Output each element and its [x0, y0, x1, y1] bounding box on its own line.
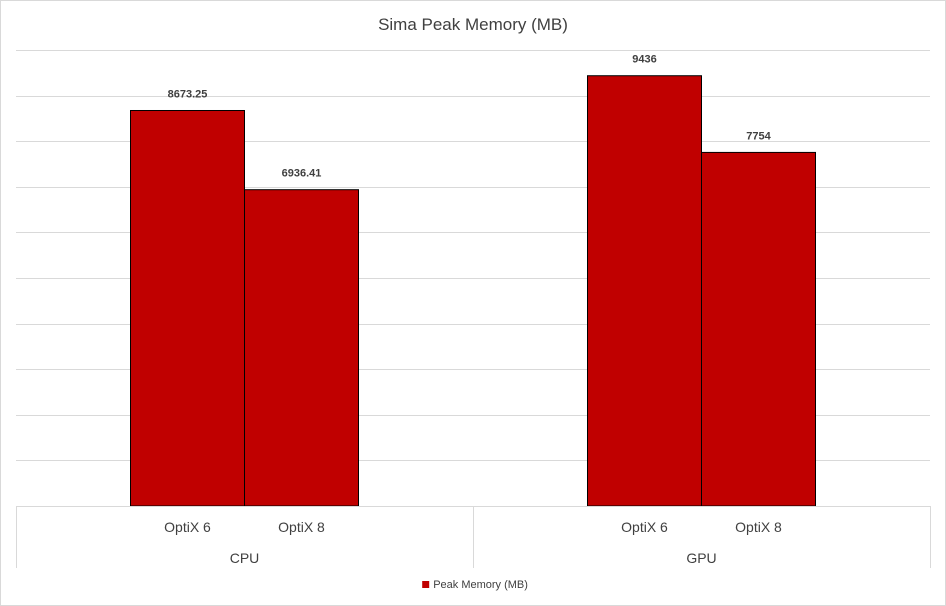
- legend-swatch: [422, 581, 430, 588]
- chart-title: Sima Peak Memory (MB): [378, 15, 568, 34]
- group-label: GPU: [686, 550, 716, 566]
- category-axis: OptiX 6 OptiX 8 CPU OptiX 6 OptiX 8 GPU: [16, 506, 931, 568]
- bar-cpu-optix-6: [130, 109, 245, 507]
- data-label: 6936.41: [282, 168, 322, 180]
- legend-label: Peak Memory (MB): [433, 579, 528, 591]
- category-tick-label: OptiX 6: [621, 519, 668, 535]
- bar-gpu-optix-8: [701, 151, 816, 507]
- category-tick-label: OptiX 8: [278, 519, 325, 535]
- bars: [130, 75, 816, 507]
- data-labels: 8673.25 6936.41 9436 7754: [168, 54, 772, 180]
- data-label: 8673.25: [168, 88, 208, 100]
- legend: Peak Memory (MB): [422, 579, 528, 591]
- bar-cpu-optix-8: [244, 189, 359, 507]
- group-label: CPU: [230, 550, 260, 566]
- category-tick-label: OptiX 8: [735, 519, 782, 535]
- bar-gpu-optix-6: [587, 75, 702, 507]
- data-label: 7754: [746, 130, 771, 142]
- category-tick-label: OptiX 6: [164, 519, 211, 535]
- data-label: 9436: [632, 54, 656, 66]
